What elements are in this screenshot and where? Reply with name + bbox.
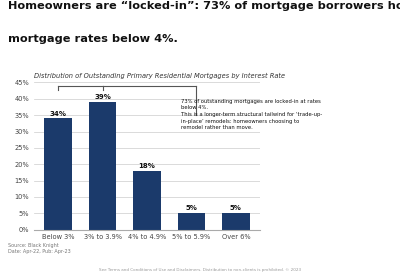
Text: 5%: 5% bbox=[230, 205, 242, 211]
Text: 18%: 18% bbox=[138, 163, 156, 169]
Text: 34%: 34% bbox=[50, 111, 66, 117]
Bar bbox=[89, 102, 116, 230]
Text: See Terms and Conditions of Use and Disclaimers. Distribution to non-clients is : See Terms and Conditions of Use and Disc… bbox=[99, 268, 301, 272]
Text: Homeowners are “locked-in”: 73% of mortgage borrowers hold: Homeowners are “locked-in”: 73% of mortg… bbox=[8, 1, 400, 11]
Bar bbox=[178, 213, 205, 230]
Bar bbox=[133, 171, 161, 230]
Bar bbox=[222, 213, 250, 230]
Text: mortgage rates below 4%.: mortgage rates below 4%. bbox=[8, 34, 178, 44]
Text: 73% of outstanding mortgages are locked-in at rates
below 4%.
This is a longer-t: 73% of outstanding mortgages are locked-… bbox=[181, 99, 322, 130]
Bar bbox=[44, 119, 72, 230]
Text: Distribution of Outstanding Primary Residential Mortgages by Interest Rate: Distribution of Outstanding Primary Resi… bbox=[34, 73, 285, 79]
Text: Source: Black Knight
Date: Apr-22, Pub: Apr-23: Source: Black Knight Date: Apr-22, Pub: … bbox=[8, 243, 71, 254]
Text: 39%: 39% bbox=[94, 94, 111, 100]
Text: 5%: 5% bbox=[186, 205, 198, 211]
